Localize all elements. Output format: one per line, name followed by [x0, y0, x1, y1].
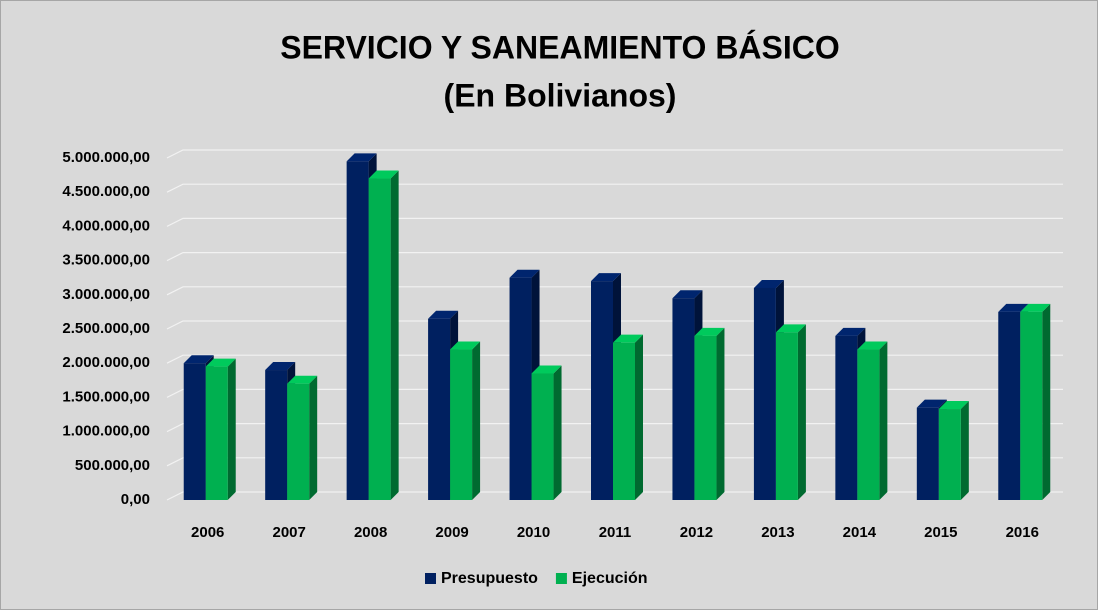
bar — [938, 409, 961, 500]
bar — [428, 318, 451, 500]
bar — [183, 363, 206, 500]
legend-label: Ejecución — [572, 570, 648, 587]
bar-side — [227, 358, 236, 500]
bar-side — [390, 170, 399, 500]
bar — [265, 370, 288, 500]
bar — [368, 178, 391, 500]
bar — [591, 281, 613, 500]
y-tick-label: 4.500.000,00 — [62, 183, 150, 200]
x-tick-label: 2016 — [1006, 524, 1039, 541]
legend-label: Presupuesto — [441, 570, 538, 587]
y-tick-label: 2.000.000,00 — [62, 354, 150, 371]
bar-top — [857, 341, 888, 350]
y-tick-label: 2.500.000,00 — [62, 320, 150, 337]
bar-side — [797, 324, 806, 500]
x-tick-label: 2010 — [517, 524, 550, 541]
y-tick-label: 3.000.000,00 — [62, 286, 150, 303]
bar-top — [531, 365, 562, 374]
bar-top — [916, 399, 947, 408]
bar-top — [183, 355, 214, 364]
y-tick-label: 3.500.000,00 — [62, 252, 150, 269]
chart-title: SERVICIO Y SANEAMIENTO BÁSICO — [280, 29, 840, 65]
bar-side — [960, 401, 969, 500]
x-tick-label: 2011 — [599, 524, 632, 541]
bar-top — [998, 303, 1029, 312]
bar-top — [753, 279, 784, 288]
x-tick-label: 2012 — [680, 524, 713, 541]
bar — [531, 373, 554, 500]
bar-top — [775, 324, 806, 333]
bar-side — [879, 341, 888, 500]
bar-top — [368, 170, 399, 179]
bar-top — [450, 341, 481, 350]
bar — [509, 277, 532, 500]
bar-top — [346, 153, 377, 162]
bar-side — [472, 341, 481, 500]
y-tick-label: 4.000.000,00 — [62, 217, 150, 234]
bar — [450, 349, 473, 500]
bar-side — [553, 365, 562, 500]
x-tick-label: 2015 — [924, 524, 957, 541]
y-tick-label: 0,00 — [121, 491, 150, 508]
bar — [1020, 311, 1043, 500]
chart-subtitle: (En Bolivianos) — [444, 77, 677, 113]
bar — [613, 342, 635, 500]
x-tick-label: 2014 — [843, 524, 877, 541]
x-tick-label: 2008 — [354, 524, 387, 541]
bar-top — [1020, 303, 1051, 312]
bar — [694, 335, 717, 500]
bar — [916, 407, 939, 500]
legend-swatch — [555, 573, 567, 584]
legend-swatch — [425, 573, 436, 584]
y-tick-label: 500.000,00 — [75, 457, 150, 474]
x-tick-label: 2013 — [761, 524, 794, 541]
bar-side — [635, 334, 643, 500]
bar-top — [287, 375, 318, 384]
y-tick-label: 1.500.000,00 — [62, 388, 150, 405]
bar-side — [716, 327, 725, 500]
y-tick-label: 1.000.000,00 — [62, 423, 150, 440]
bar — [672, 298, 695, 500]
bar-top — [509, 269, 540, 278]
grid-line — [166, 252, 1063, 262]
x-tick-label: 2006 — [191, 524, 224, 541]
bar-top — [672, 290, 703, 299]
bar-top — [591, 273, 621, 282]
bar — [205, 366, 228, 500]
bar-top — [613, 334, 643, 343]
bar-top — [265, 362, 296, 371]
grid-line — [166, 217, 1063, 227]
x-tick-label: 2009 — [435, 524, 468, 541]
bar-top — [205, 358, 236, 367]
bar-side — [1042, 303, 1051, 500]
grid-line — [166, 149, 1063, 159]
bar — [287, 383, 310, 500]
grid-line — [166, 183, 1063, 193]
bar — [857, 349, 880, 500]
bar — [998, 311, 1021, 500]
bar-side — [309, 375, 318, 500]
bar — [346, 161, 369, 501]
bar — [835, 335, 858, 500]
bar — [753, 287, 776, 500]
bar-top — [694, 327, 725, 336]
bar-top — [938, 401, 969, 410]
bar — [775, 332, 798, 500]
bar-top — [428, 310, 459, 319]
y-tick-label: 5.000.000,00 — [62, 149, 150, 166]
x-tick-label: 2007 — [272, 524, 305, 541]
bar-top — [835, 327, 866, 336]
